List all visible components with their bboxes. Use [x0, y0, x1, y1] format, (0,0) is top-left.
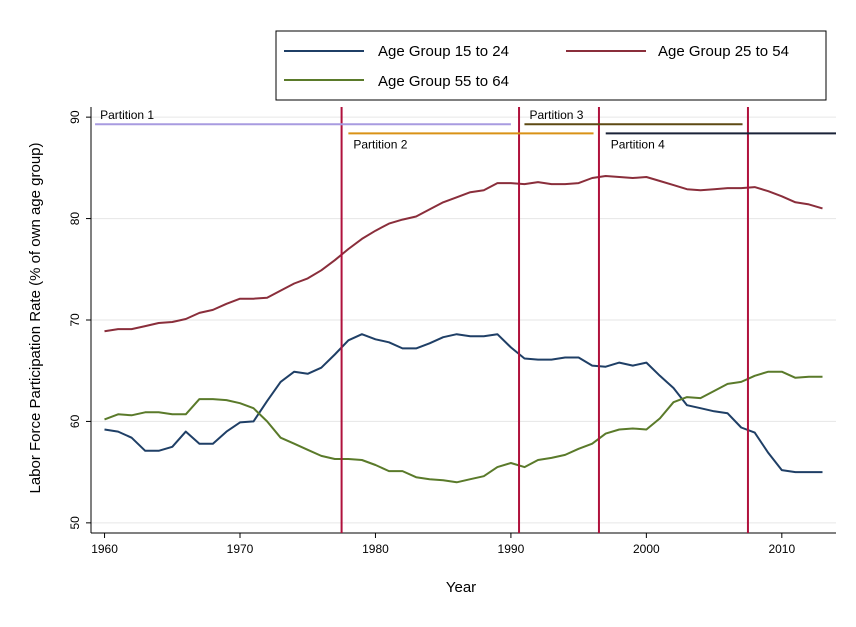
x-tick-label: 1960 — [91, 542, 118, 556]
partition-label-2: Partition 2 — [353, 137, 407, 151]
x-axis-title: Year — [446, 579, 476, 596]
x-tick-label: 1980 — [362, 542, 389, 556]
partition-label-1: Partition 1 — [100, 108, 154, 122]
partition-label-4: Partition 4 — [611, 137, 665, 151]
partitions: Partition 1 Partition 2 Partition 3 Partiti… — [95, 108, 836, 151]
legend: Age Group 15 to 24 Age Group 25 to 54 Ag… — [275, 30, 827, 101]
y-axis-ticks: 50 60 70 80 90 — [68, 110, 91, 530]
series-line-2 — [104, 175, 823, 333]
series-line-3 — [104, 370, 823, 484]
x-axis-ticks: 1960 1970 1980 1990 2000 2010 — [91, 533, 795, 556]
y-tick-label: 80 — [68, 212, 82, 226]
x-tick-label: 1970 — [227, 542, 254, 556]
gridlines — [91, 116, 836, 524]
x-tick-label: 1990 — [498, 542, 525, 556]
y-axis-title: Labor Force Participation Rate (% of own… — [27, 142, 44, 493]
x-tick-label: 2010 — [768, 542, 795, 556]
y-tick-label: 90 — [68, 110, 82, 124]
series-line-1 — [104, 333, 823, 474]
legend-label-2: Age Group 25 to 54 — [658, 43, 789, 60]
vertical-lines — [340, 107, 749, 533]
partition-label-3: Partition 3 — [529, 108, 583, 122]
x-tick-label: 2000 — [633, 542, 660, 556]
legend-label-1: Age Group 15 to 24 — [378, 43, 509, 60]
y-tick-label: 70 — [68, 313, 82, 327]
legend-label-3: Age Group 55 to 64 — [378, 73, 509, 90]
y-tick-label: 50 — [68, 516, 82, 530]
y-tick-label: 60 — [68, 414, 82, 428]
legend-box — [275, 30, 827, 101]
series-layer — [104, 175, 823, 484]
